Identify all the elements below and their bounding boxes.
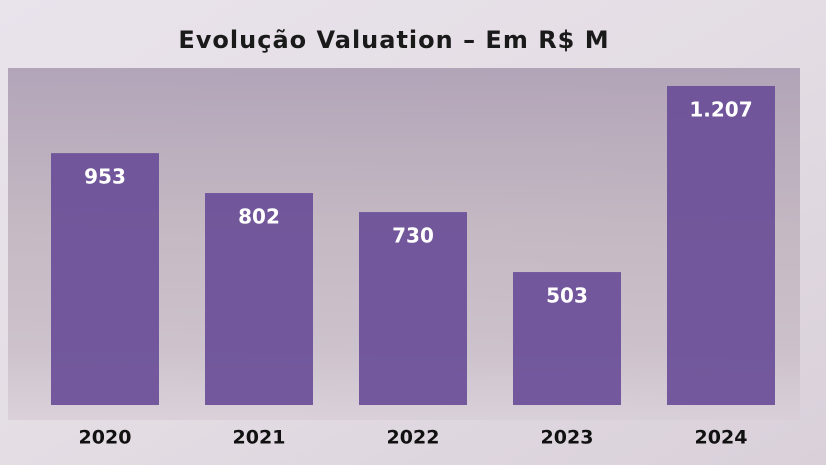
bar [359,212,467,405]
bar [513,272,621,405]
bar [51,153,159,405]
value-label: 953 [84,165,126,189]
chart-title: Evolução Valuation – Em R$ M [178,26,609,54]
bar [667,86,775,405]
x-tick-label: 2023 [541,427,594,449]
bar [205,193,313,405]
value-label: 503 [546,284,588,308]
x-tick-label: 2020 [79,427,132,449]
x-tick-label: 2024 [695,427,748,449]
x-tick-label: 2021 [233,427,286,449]
value-label: 1.207 [689,98,752,122]
x-tick-label: 2022 [387,427,440,449]
value-label: 730 [392,224,434,248]
value-label: 802 [238,205,280,229]
